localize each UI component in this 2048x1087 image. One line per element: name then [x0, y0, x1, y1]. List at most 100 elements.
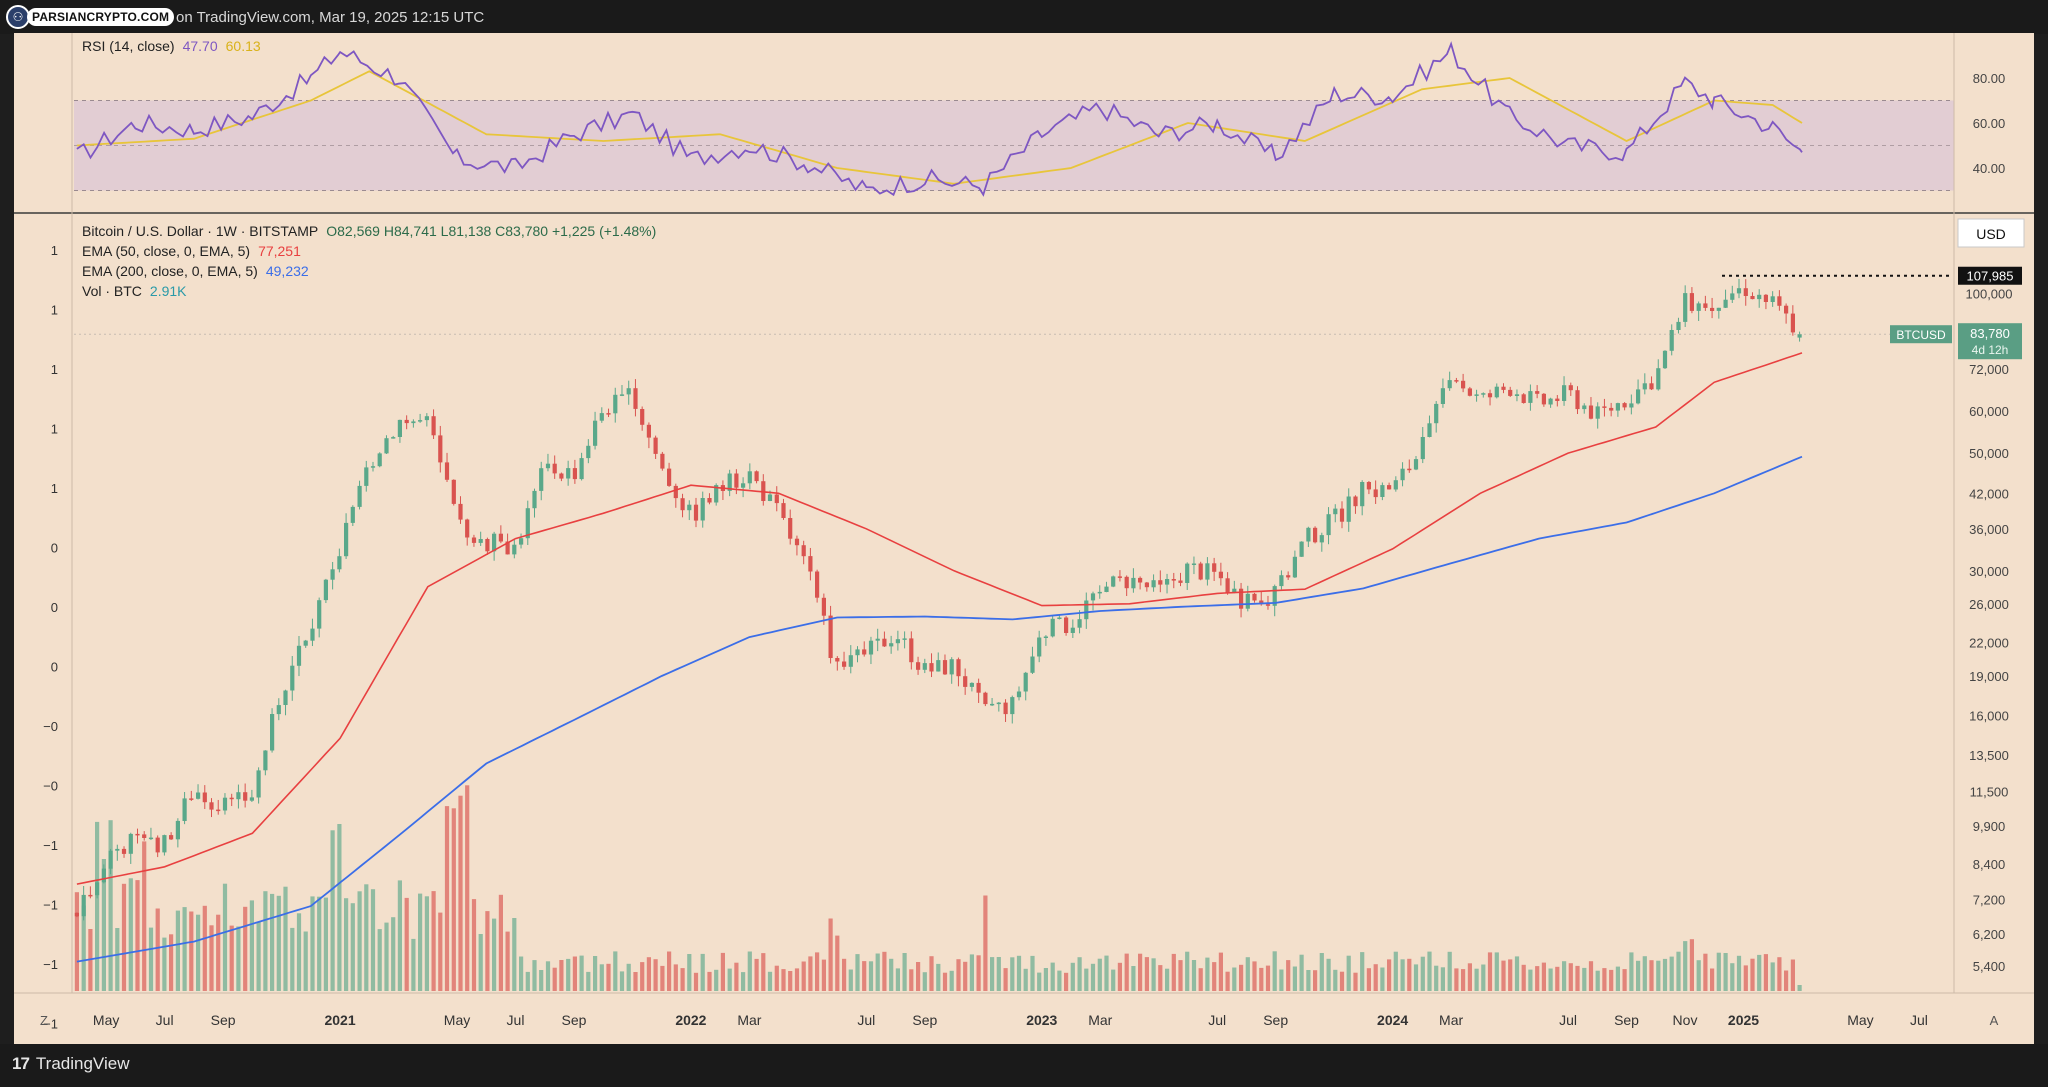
svg-text:EMA (50, close, 0, EMA, 5)77,2: EMA (50, close, 0, EMA, 5) 77,251 [82, 243, 301, 259]
auto-scale-button[interactable]: A [1990, 1013, 1999, 1028]
candle-body [889, 643, 894, 647]
candle-body [431, 416, 436, 436]
left-scale-tick: 1 [51, 362, 58, 377]
candle-body [895, 639, 900, 644]
candle-body [1716, 307, 1721, 311]
ema200-legend-label: EMA (200, close, 0, EMA, 5) [82, 263, 258, 279]
candle-body [1185, 563, 1190, 583]
zoom-reset-button[interactable]: Z [40, 1013, 48, 1028]
volume-bar [1541, 962, 1546, 991]
volume-bar [1400, 959, 1405, 991]
volume-bar [1353, 972, 1358, 991]
candle-body [444, 462, 450, 480]
candle-body [1225, 578, 1230, 593]
candle-body [142, 834, 147, 838]
volume-bar [700, 953, 705, 991]
candle-body [794, 538, 800, 546]
candle-body [875, 638, 880, 641]
candle-body [1077, 619, 1082, 628]
candle-body [196, 792, 201, 799]
currency-button[interactable] [1957, 218, 2025, 248]
volume-bar [1676, 951, 1681, 991]
last-price-label: 83,780 [1970, 326, 2010, 341]
volume-bar [121, 883, 127, 991]
candle-body [1151, 580, 1156, 588]
volume-bar [1413, 964, 1419, 991]
rsi-line [76, 41, 1803, 197]
volume-bar [1723, 953, 1728, 991]
candle-body [619, 394, 625, 396]
volume-bar [875, 953, 880, 991]
volume-bar [1165, 968, 1170, 991]
volume-bar [848, 969, 853, 991]
time-scale-tick: Jul [1559, 1012, 1577, 1028]
candle-body [552, 463, 557, 474]
left-scale-tick: −1 [43, 838, 58, 853]
candle-body [424, 416, 429, 421]
candle-body [1467, 388, 1472, 396]
volume-bar [1501, 960, 1506, 991]
time-scale-tick: May [93, 1012, 119, 1028]
volume-bar [1562, 961, 1567, 991]
volume-bar [828, 918, 833, 991]
candle-body [162, 835, 167, 853]
volume-bar [1669, 956, 1674, 991]
chart-canvas[interactable]: 5,400 6,200 7,200 8,400 9,900 11,500 13,500 16,… [14, 33, 2034, 1044]
candle-body [438, 435, 443, 463]
volume-bar [115, 928, 120, 991]
volume-bar [936, 963, 941, 991]
candle-body [229, 797, 234, 800]
volume-bar [619, 971, 625, 991]
site-logo: ⚇ PARSIANCRYPTO.COM [6, 4, 175, 30]
volume-bar [101, 859, 106, 991]
candle-body [344, 522, 349, 557]
volume-bar [431, 891, 436, 991]
volume-bar [344, 898, 349, 991]
candle-body [148, 837, 154, 840]
candle-body [1662, 350, 1668, 369]
candle-body [209, 802, 214, 810]
volume-bar [1232, 967, 1237, 991]
volume-bar [1487, 952, 1493, 991]
volume-bar [209, 925, 214, 991]
candle-body [236, 792, 241, 800]
left-scale-tick: 1 [51, 243, 58, 258]
volume-bar [1084, 968, 1089, 991]
time-scale[interactable]: May Jul Sep 2021 May Jul Sep 2022 Mar Jul Sep 2023 M… [14, 992, 2034, 1028]
volume-bar [465, 785, 470, 991]
candle-body [404, 419, 409, 424]
volume-bar [1279, 969, 1284, 991]
candle-body [1138, 577, 1143, 583]
time-scale-tick: Mar [737, 1012, 761, 1028]
left-scale-tick: −1 [43, 1017, 58, 1032]
time-scale-tick: Mar [1088, 1012, 1112, 1028]
time-scale-tick: Sep [912, 1012, 937, 1028]
volume-bar [1757, 954, 1762, 991]
candle-body [1023, 672, 1028, 692]
candle-body [1770, 296, 1775, 302]
volume-bar [1333, 969, 1338, 991]
volume-bar [1777, 957, 1782, 991]
volume-bar [902, 953, 907, 991]
volume-bar [1440, 967, 1445, 991]
candle-body [155, 837, 160, 853]
candle-body [1090, 593, 1096, 601]
volume-bar [1299, 954, 1304, 991]
volume-bar [687, 954, 692, 991]
volume-bar [498, 894, 503, 991]
candle-body [492, 533, 497, 552]
candle-body [1407, 468, 1412, 471]
volume-bar [1319, 953, 1324, 991]
volume-bar [1427, 951, 1432, 991]
volume-bar [788, 971, 793, 991]
volume-bar [1090, 963, 1096, 991]
candle-body [1366, 482, 1371, 490]
candle-body [1030, 656, 1035, 673]
price-scale[interactable]: 5,400 6,200 7,200 8,400 9,900 11,500 13,500 16,… [1953, 33, 2025, 993]
price-pane[interactable] [74, 274, 1952, 991]
candle-body [801, 545, 806, 557]
candle-body [714, 485, 719, 503]
price-scale-tick: 9,900 [1973, 819, 2006, 834]
candle-body [680, 498, 685, 511]
